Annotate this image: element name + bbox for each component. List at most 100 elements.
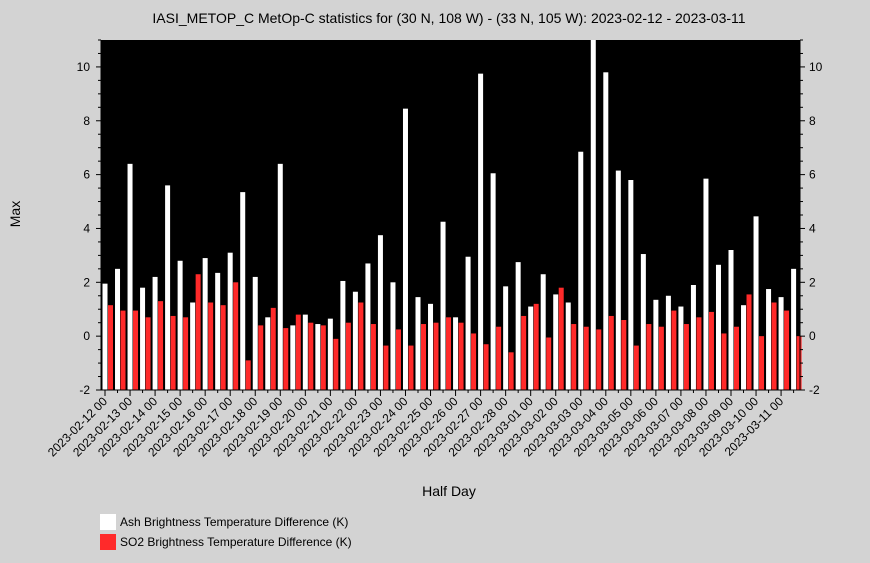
bar-ash <box>177 260 183 390</box>
bar-ash <box>678 306 684 390</box>
y-tick-label-left: 10 <box>77 60 91 74</box>
bar-so2 <box>446 317 452 390</box>
bar-so2 <box>784 310 790 390</box>
bar-so2 <box>483 344 489 390</box>
bar-ash <box>340 280 346 390</box>
legend-item-ash: Ash Brightness Temperature Difference (K… <box>100 512 352 532</box>
bar-ash <box>127 163 133 390</box>
bar-ash <box>703 178 709 390</box>
bar-ash <box>227 252 233 390</box>
bar-ash <box>778 297 784 390</box>
y-tick-label-right: -2 <box>809 383 820 397</box>
x-axis-label: Half Day <box>422 483 476 499</box>
bar-ash <box>503 286 509 390</box>
y-axis-label: Max <box>7 201 23 227</box>
bar-so2 <box>370 324 376 390</box>
bar-so2 <box>195 274 201 390</box>
y-tick-label-right: 10 <box>809 60 823 74</box>
bar-so2 <box>734 326 739 390</box>
legend-item-so2: SO2 Brightness Temperature Difference (K… <box>100 532 352 552</box>
bar-ash <box>565 302 571 390</box>
bar-so2 <box>383 345 389 390</box>
bar-so2 <box>658 326 664 390</box>
y-tick-label-right: 2 <box>809 275 816 289</box>
bar-ash <box>327 318 333 390</box>
bar-so2 <box>608 315 614 390</box>
bar-so2 <box>295 314 301 390</box>
bar-ash <box>690 285 696 390</box>
bar-so2 <box>133 310 139 390</box>
bar-ash <box>102 283 108 390</box>
bar-so2 <box>759 336 765 390</box>
bar-ash <box>590 40 596 390</box>
bar-ash <box>603 72 609 390</box>
bar-ash <box>528 306 534 390</box>
bar-ash <box>152 276 158 390</box>
bar-ash <box>440 221 446 390</box>
bar-ash <box>478 73 484 391</box>
bar-ash <box>791 268 797 390</box>
bar-so2 <box>583 326 589 390</box>
bar-ash <box>202 258 208 390</box>
bar-so2 <box>796 336 802 390</box>
bar-so2 <box>158 301 164 390</box>
bar-so2 <box>771 302 777 390</box>
y-tick-label-left: -2 <box>79 383 90 397</box>
bar-so2 <box>320 325 326 390</box>
bar-so2 <box>208 302 214 390</box>
bar-ash <box>302 314 308 390</box>
y-tick-label-right: 8 <box>809 114 816 128</box>
bar-so2 <box>120 310 126 390</box>
bar-ash <box>240 192 246 390</box>
bar-ash <box>190 302 196 390</box>
bar-so2 <box>395 329 401 390</box>
bar-so2 <box>258 325 264 390</box>
legend-swatch-ash <box>100 514 116 530</box>
bar-so2 <box>308 322 314 390</box>
legend: Ash Brightness Temperature Difference (K… <box>100 512 352 552</box>
bar-so2 <box>546 337 552 390</box>
bar-ash <box>390 282 396 390</box>
legend-label-ash: Ash Brightness Temperature Difference (K… <box>120 515 349 529</box>
bar-ash <box>402 108 408 391</box>
bar-ash <box>753 216 759 390</box>
y-tick-label-right: 6 <box>809 168 816 182</box>
bar-so2 <box>571 324 577 390</box>
bar-ash <box>415 297 421 390</box>
bars <box>102 40 802 391</box>
bar-ash <box>265 317 271 390</box>
bar-so2 <box>471 333 477 390</box>
bar-so2 <box>270 307 276 390</box>
bar-ash <box>665 295 671 390</box>
chart-title: IASI_METOP_C MetOp-C statistics for (30 … <box>152 10 745 26</box>
bar-ash <box>252 276 258 390</box>
bar-ash <box>540 274 546 390</box>
bar-ash <box>465 256 471 390</box>
bar-so2 <box>596 329 602 390</box>
bar-ash <box>615 170 621 390</box>
bar-so2 <box>533 303 539 390</box>
bar-so2 <box>508 352 514 390</box>
bar-ash <box>728 250 734 390</box>
bar-so2 <box>646 324 652 390</box>
bar-ash <box>766 289 772 390</box>
bar-so2 <box>433 322 439 390</box>
bar-so2 <box>345 322 351 390</box>
bar-so2 <box>521 315 527 390</box>
bar-so2 <box>333 338 339 390</box>
bar-ash <box>515 262 521 390</box>
bar-ash <box>428 303 434 390</box>
y-tick-label-left: 0 <box>83 329 90 343</box>
y-tick-label-right: 0 <box>809 329 816 343</box>
bar-ash <box>453 317 459 390</box>
bar-ash <box>741 305 747 390</box>
bar-ash <box>490 173 496 390</box>
legend-label-so2: SO2 Brightness Temperature Difference (K… <box>120 535 352 549</box>
bar-ash <box>653 299 659 390</box>
bar-ash <box>352 291 358 390</box>
bar-ash <box>365 263 371 390</box>
bar-so2 <box>183 317 189 390</box>
bar-ash <box>215 272 221 390</box>
